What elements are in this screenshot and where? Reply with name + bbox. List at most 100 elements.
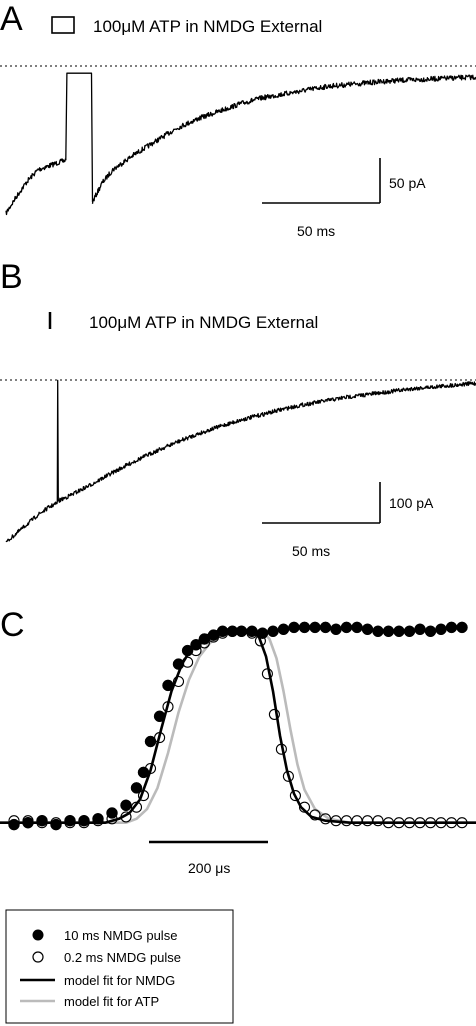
filled-data-point bbox=[403, 625, 416, 638]
open-data-point bbox=[261, 668, 273, 680]
panel-b-current-trace bbox=[5, 379, 476, 543]
panel-c-x-scale-label: 200 μs bbox=[188, 860, 230, 876]
filled-data-point bbox=[351, 621, 363, 634]
filled-data-point bbox=[393, 625, 405, 638]
open-data-point bbox=[217, 627, 229, 639]
legend: 10 ms NMDG pulse 0.2 ms NMDG pulse model… bbox=[5, 909, 234, 1024]
open-data-point bbox=[393, 817, 405, 829]
filled-data-point bbox=[340, 621, 353, 634]
filled-data-point bbox=[361, 623, 374, 636]
open-data-point bbox=[298, 801, 311, 813]
open-data-point bbox=[50, 817, 62, 829]
filled-data-point bbox=[330, 623, 342, 636]
legend-item-nmdg-fit: model fit for NMDG bbox=[64, 973, 175, 988]
panel-a-annotation: 100μM ATP in NMDG External bbox=[93, 17, 322, 36]
filled-data-point bbox=[162, 679, 174, 692]
open-data-point bbox=[340, 815, 353, 827]
trace-segment bbox=[5, 501, 58, 543]
open-data-point bbox=[289, 790, 301, 802]
legend-open-circle-icon bbox=[32, 951, 44, 963]
filled-data-point bbox=[267, 625, 279, 638]
open-data-point bbox=[22, 815, 34, 827]
filled-data-point bbox=[277, 623, 290, 636]
filled-data-point bbox=[120, 799, 132, 812]
open-data-point bbox=[162, 701, 174, 713]
legend-filled-circle-icon bbox=[32, 929, 44, 941]
filled-data-point bbox=[414, 623, 426, 636]
filled-data-point bbox=[153, 710, 166, 723]
panel-b: B 100μM ATP in NMDG External 100 pA 50 m… bbox=[0, 258, 476, 559]
open-data-point bbox=[456, 817, 468, 829]
panel-b-label: B bbox=[0, 258, 23, 296]
open-data-point bbox=[36, 817, 48, 829]
filled-data-point bbox=[288, 621, 300, 634]
open-data-point bbox=[64, 817, 76, 829]
filled-data-point bbox=[137, 766, 150, 779]
legend-item-02ms-pulse: 0.2 ms NMDG pulse bbox=[64, 950, 181, 965]
filled-data-point bbox=[106, 807, 118, 819]
open-data-point bbox=[414, 817, 426, 829]
open-data-point bbox=[254, 635, 266, 647]
filled-data-point bbox=[130, 782, 143, 794]
open-data-point bbox=[130, 801, 143, 813]
panel-c-label: C bbox=[0, 606, 25, 644]
trace-segment bbox=[5, 158, 67, 216]
panel-b-annotation: 100μM ATP in NMDG External bbox=[89, 313, 318, 332]
open-data-point bbox=[282, 770, 294, 782]
open-data-point bbox=[246, 627, 258, 639]
atp-model-fit-curve bbox=[0, 628, 476, 824]
open-data-point bbox=[372, 815, 384, 827]
panel-c-model-curves bbox=[0, 628, 476, 824]
filled-data-point bbox=[372, 625, 384, 638]
open-data-point bbox=[226, 625, 238, 637]
open-data-point bbox=[207, 631, 220, 643]
trace-segment bbox=[65, 72, 94, 202]
panel-c: C 200 μs bbox=[0, 606, 476, 876]
filled-data-point bbox=[382, 625, 395, 638]
filled-data-point bbox=[309, 621, 321, 634]
panel-b-x-scale-label: 50 ms bbox=[292, 543, 330, 559]
panel-a-x-scale-label: 50 ms bbox=[297, 223, 335, 239]
open-data-point bbox=[268, 708, 280, 720]
panel-a-current-trace bbox=[5, 72, 476, 216]
trace-segment bbox=[91, 74, 476, 204]
filled-data-point bbox=[190, 639, 202, 651]
filled-data-point bbox=[298, 621, 311, 634]
panel-a: A 100μM ATP in NMDG External 50 pA 50 ms bbox=[0, 0, 476, 239]
open-data-point bbox=[182, 656, 194, 668]
open-data-point bbox=[92, 815, 104, 827]
open-data-point bbox=[144, 762, 157, 775]
open-data-point bbox=[190, 645, 202, 657]
open-data-point bbox=[78, 817, 90, 829]
pulse-duration-box-icon bbox=[51, 16, 75, 34]
filled-data-point bbox=[435, 623, 447, 636]
filled-data-point bbox=[319, 621, 332, 634]
open-data-point bbox=[235, 625, 248, 637]
open-data-point bbox=[120, 811, 132, 823]
open-data-point bbox=[172, 675, 185, 688]
filled-data-point bbox=[445, 621, 458, 634]
open-data-point bbox=[445, 817, 458, 829]
filled-data-point bbox=[456, 621, 468, 634]
open-data-point bbox=[275, 743, 287, 755]
open-data-point bbox=[137, 790, 150, 802]
open-data-point bbox=[403, 817, 416, 829]
open-data-point bbox=[351, 815, 363, 827]
filled-data-point bbox=[172, 658, 185, 670]
legend-item-10ms-pulse: 10 ms NMDG pulse bbox=[64, 928, 177, 943]
open-data-point bbox=[154, 732, 166, 744]
filled-data-point bbox=[8, 818, 20, 831]
open-data-point bbox=[424, 817, 437, 829]
panel-a-y-scale-label: 50 pA bbox=[389, 175, 426, 191]
open-data-point bbox=[106, 813, 118, 825]
panel-a-label: A bbox=[0, 0, 23, 38]
panel-c-data-points bbox=[8, 621, 468, 831]
trace-segment bbox=[56, 379, 59, 503]
open-data-point bbox=[382, 817, 395, 829]
legend-box bbox=[5, 909, 234, 1024]
open-data-point bbox=[8, 815, 20, 827]
open-data-point bbox=[435, 817, 447, 829]
legend-item-atp-fit: model fit for ATP bbox=[64, 994, 159, 1009]
nmdg-model-fit-curve bbox=[0, 628, 476, 824]
